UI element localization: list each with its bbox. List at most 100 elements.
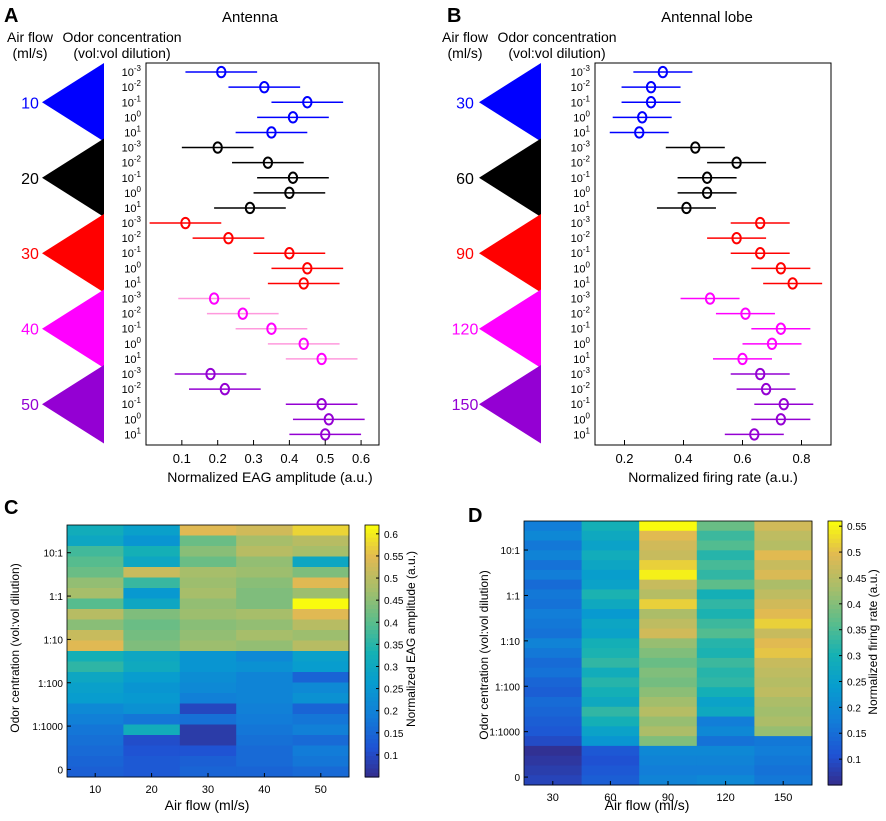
colorbar-segment (828, 679, 842, 685)
heatmap-cell (581, 530, 640, 542)
colorbar-segment (828, 653, 842, 658)
concentration-label: 100 (573, 185, 590, 200)
data-point-marker (298, 277, 309, 290)
airflow-header-a-line2: (ml/s) (13, 45, 48, 61)
colorbar-segment (365, 562, 379, 568)
heatmap-cell (639, 706, 698, 718)
data-point-marker (775, 322, 787, 335)
heatmap-cell (581, 745, 640, 757)
y-tick-label: 1:1000 (489, 728, 520, 739)
x-tick-label: 0.6 (733, 451, 751, 466)
y-tick-label: 1:10 (501, 637, 521, 648)
colorbar-segment (828, 631, 842, 636)
heatmap-cell (179, 745, 237, 757)
colorbar-segment (365, 630, 379, 635)
concentration-label: 10-1 (571, 321, 591, 336)
concentration-label: 101 (573, 426, 590, 441)
x-tick-label: 10 (89, 784, 101, 796)
x-tick-label: 0.1 (173, 451, 191, 466)
heatmap-cell (696, 521, 755, 532)
heatmap-cell (123, 735, 181, 746)
heatmap-cell (754, 765, 813, 776)
colorbar-segment (365, 642, 379, 648)
colorbar-segment (828, 525, 842, 531)
heatmap-cell (754, 599, 813, 610)
heatmap-cell (524, 609, 583, 620)
data-point-marker (755, 367, 766, 381)
chart-d-ylabel: Odor centration (vol:vol dilution) (477, 570, 491, 739)
colorbar-segment (365, 655, 379, 660)
heatmap-cell (236, 714, 294, 725)
heatmap-cell (123, 661, 181, 673)
colorbar-segment (828, 609, 842, 614)
data-point-marker (690, 141, 701, 154)
colorbar-segment (828, 551, 842, 557)
heatmap-cell (179, 535, 237, 547)
colorbar-segment (828, 727, 842, 733)
colorbar-segment (365, 567, 379, 572)
concentration-label: 10-3 (122, 291, 142, 306)
data-point-marker (316, 352, 327, 366)
heatmap-cell (123, 682, 181, 694)
colorbar-segment (828, 754, 842, 760)
odor-header-b-line1: Odor concentration (497, 29, 616, 45)
heatmap-cell (179, 703, 237, 715)
heatmap-cell (581, 687, 640, 698)
colorbar-segment (828, 701, 842, 707)
heatmap-cell (696, 677, 755, 688)
data-point-marker (681, 201, 692, 215)
colorbar-tick-label: 0.4 (384, 618, 398, 629)
heatmap-cell (292, 735, 350, 746)
y-tick-label: 10:1 (44, 549, 64, 560)
x-tick-label: 0.2 (615, 451, 633, 466)
heatmap-cell (754, 521, 813, 532)
concentration-label: 10-1 (122, 321, 142, 336)
heatmap-cell (236, 724, 294, 736)
colorbar-segment (828, 560, 842, 566)
colorbar-segment (365, 634, 379, 639)
plot-frame (594, 62, 832, 446)
colorbar-segment (365, 550, 379, 555)
colorbar-tick-label: 0.1 (847, 755, 861, 766)
colorbar-segment (365, 764, 379, 770)
concentration-label: 10-1 (122, 94, 142, 109)
chart-c-ylabel: Odor centration (vol:vol dilution) (8, 563, 22, 732)
heatmap-cell (236, 630, 294, 641)
heatmap-cell (292, 756, 350, 767)
concentration-label: 100 (124, 260, 141, 275)
x-tick-label: 50 (315, 784, 327, 796)
panel-a-errorbar-chart: 1010-310-210-11001012010-310-210-1100101… (21, 62, 380, 466)
colorbar-segment (365, 613, 379, 618)
colorbar-segment (365, 768, 379, 774)
concentration-label: 10-3 (122, 64, 142, 79)
data-point-marker (320, 428, 331, 441)
heatmap-cell (639, 657, 698, 669)
heatmap-cell (581, 618, 640, 630)
heatmap-cell (236, 525, 294, 536)
heatmap-cell (123, 630, 181, 641)
panel-c-heatmap: 10 20 30 40 50 10:1 1:1 1:10 1:100 1:1000 0 0.1 0.15… (32, 524, 404, 796)
concentration-label: 10-2 (122, 306, 142, 321)
data-point-marker (212, 141, 223, 154)
colorbar-segment (828, 639, 842, 645)
data-point-marker (287, 111, 299, 124)
colorbar-segment (828, 675, 842, 680)
heatmap-cell (179, 766, 237, 778)
heatmap-cell (639, 589, 698, 600)
heatmap-cell (754, 618, 813, 630)
data-point-marker (262, 156, 274, 169)
x-tick-label: 30 (547, 792, 559, 804)
data-point-marker (180, 216, 191, 230)
heatmap-cell (754, 589, 813, 600)
colorbar-tick-label: 0.2 (384, 707, 398, 718)
heatmap-cell (292, 661, 350, 673)
y-tick-label: 1:10 (44, 635, 64, 646)
x-tick-label: 90 (662, 792, 674, 804)
heatmap-cell (581, 716, 640, 727)
heatmap-cell (179, 588, 237, 599)
heatmap-cell (67, 630, 124, 641)
heatmap-cell (639, 540, 698, 551)
airflow-triangle (42, 63, 104, 142)
colorbar-segment (365, 722, 379, 728)
